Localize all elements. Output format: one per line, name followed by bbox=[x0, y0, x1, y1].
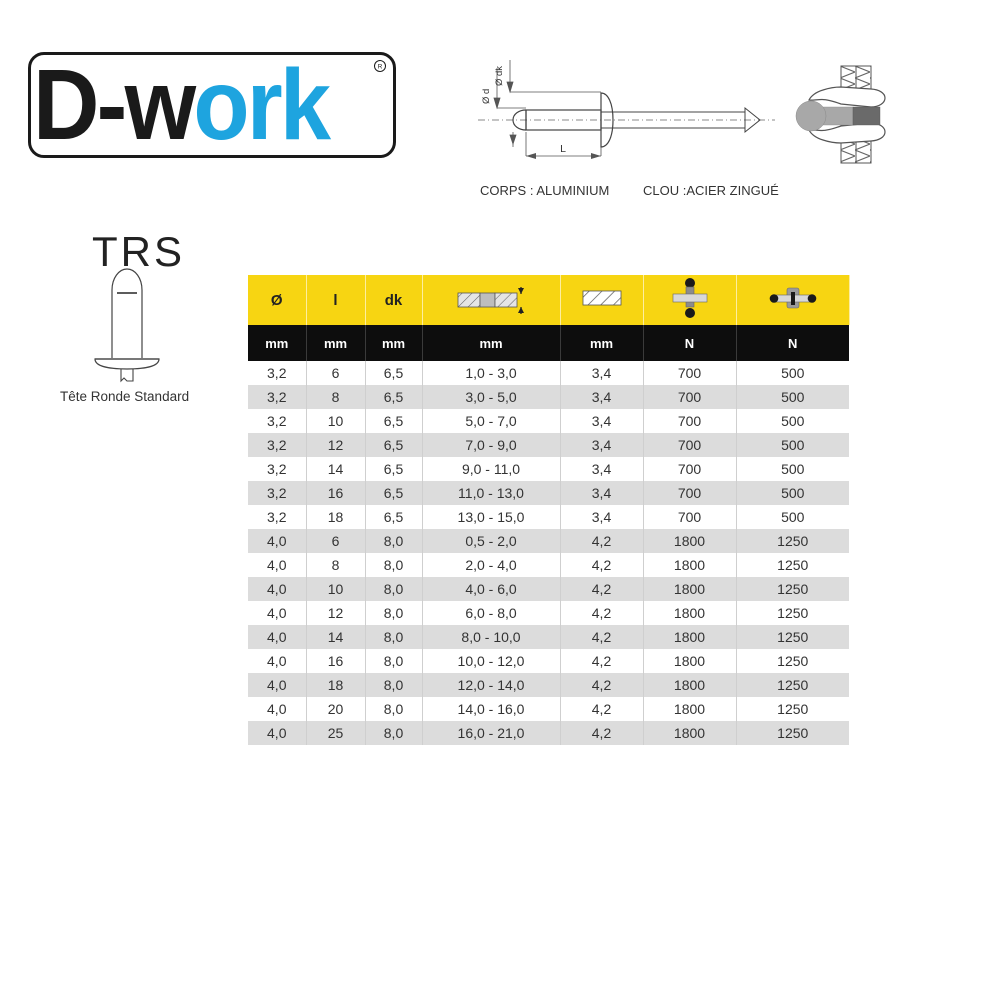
svg-text:Ø d: Ø d bbox=[481, 89, 492, 104]
svg-text:Ø dk: Ø dk bbox=[494, 66, 505, 86]
svg-text:R: R bbox=[378, 64, 383, 71]
svg-text:L: L bbox=[560, 143, 566, 155]
